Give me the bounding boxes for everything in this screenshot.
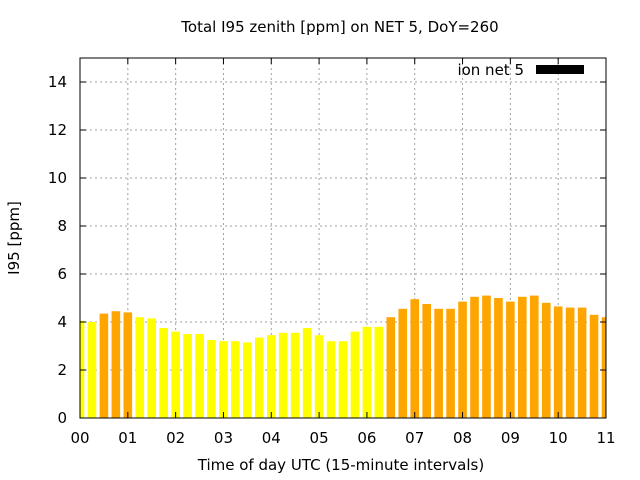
bar	[434, 308, 443, 418]
y-tick-label: 8	[57, 217, 67, 235]
x-tick-label: 11	[596, 429, 615, 447]
y-tick-label: 0	[57, 409, 67, 427]
bar	[386, 317, 396, 418]
x-tick-label: 10	[549, 429, 568, 447]
bar	[350, 331, 360, 418]
bar	[111, 311, 121, 418]
bar	[243, 342, 252, 418]
bar	[219, 341, 228, 418]
bar	[541, 302, 551, 418]
bar	[326, 341, 336, 418]
bar	[231, 341, 240, 418]
y-tick-label: 4	[57, 313, 67, 331]
bar	[207, 340, 216, 418]
bar	[278, 332, 288, 418]
y-tick-label: 12	[48, 121, 67, 139]
bar	[470, 296, 479, 418]
x-tick-label: 08	[453, 429, 472, 447]
bars	[80, 295, 606, 418]
bar	[577, 307, 587, 418]
bar	[183, 334, 192, 418]
legend-swatch	[536, 65, 584, 74]
y-tick-label: 6	[57, 265, 67, 283]
bar	[565, 307, 575, 418]
x-tick-labels: 00 01 02 03 04 05 06 07 08 09 10 11	[70, 429, 615, 447]
bar	[506, 301, 515, 418]
bar	[529, 295, 539, 418]
bar	[99, 313, 109, 418]
bar	[255, 337, 264, 418]
y-tick-label: 2	[57, 361, 67, 379]
bar	[410, 299, 420, 418]
bar	[601, 317, 606, 418]
bar	[446, 308, 455, 418]
y-tick-labels: 0 2 4 6 8 10 12 14	[48, 73, 67, 427]
x-tick-label: 06	[357, 429, 376, 447]
bar	[266, 335, 276, 418]
x-tick-label: 05	[310, 429, 329, 447]
legend: ion net 5	[457, 61, 584, 79]
bar	[518, 296, 527, 418]
bar	[589, 314, 599, 418]
bar	[374, 326, 384, 418]
bar	[135, 317, 145, 418]
bar	[123, 312, 133, 418]
x-tick-label: 09	[501, 429, 520, 447]
x-tick-label: 04	[262, 429, 281, 447]
x-tick-label: 07	[405, 429, 424, 447]
x-tick-label: 03	[214, 429, 233, 447]
bar	[314, 335, 324, 418]
bar	[80, 320, 85, 418]
x-tick-label: 01	[118, 429, 137, 447]
x-axis-label: Time of day UTC (15-minute intervals)	[197, 456, 484, 474]
bar	[195, 334, 204, 418]
bar	[338, 341, 348, 418]
bar	[302, 328, 312, 418]
bar	[458, 301, 467, 418]
y-axis-label: I95 [ppm]	[5, 201, 23, 275]
bar	[362, 326, 372, 418]
bar	[482, 295, 491, 418]
bar	[87, 322, 97, 418]
bar	[398, 308, 408, 418]
bar	[147, 318, 157, 418]
chart-title: Total I95 zenith [ppm] on NET 5, DoY=260	[180, 18, 498, 36]
y-tick-label: 14	[48, 73, 67, 91]
bar	[422, 304, 431, 418]
bar	[171, 331, 180, 418]
bar	[494, 298, 503, 418]
tick-marks	[79, 58, 607, 419]
bar	[553, 306, 563, 418]
legend-label: ion net 5	[457, 61, 524, 79]
x-tick-label: 00	[70, 429, 89, 447]
bar	[290, 332, 300, 418]
y-tick-label: 10	[48, 169, 67, 187]
x-tick-label: 02	[166, 429, 185, 447]
bar	[159, 328, 168, 418]
plot-frame	[79, 57, 607, 419]
